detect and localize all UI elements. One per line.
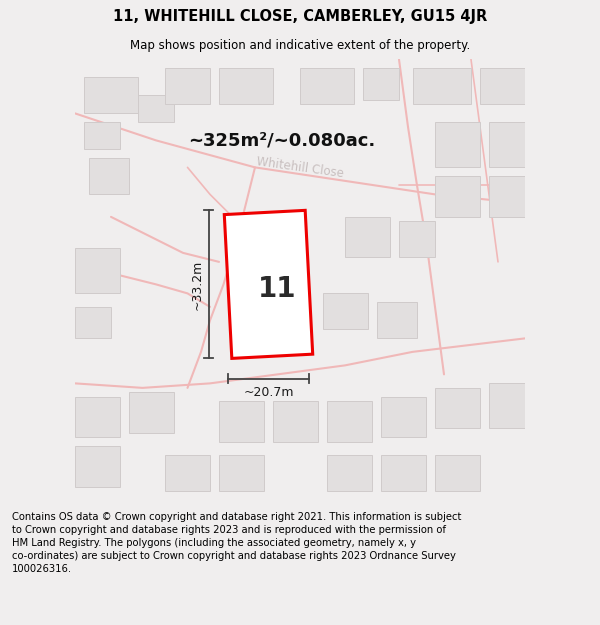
Polygon shape	[219, 68, 273, 104]
Text: ~20.7m: ~20.7m	[243, 386, 294, 399]
Text: 11, WHITEHILL CLOSE, CAMBERLEY, GU15 4JR: 11, WHITEHILL CLOSE, CAMBERLEY, GU15 4JR	[113, 9, 487, 24]
Polygon shape	[327, 401, 372, 442]
Polygon shape	[363, 68, 399, 100]
Polygon shape	[219, 401, 264, 442]
Polygon shape	[165, 68, 210, 104]
Polygon shape	[489, 383, 525, 428]
Polygon shape	[489, 176, 525, 217]
Polygon shape	[75, 307, 111, 338]
Polygon shape	[84, 122, 120, 149]
Polygon shape	[89, 158, 129, 194]
Polygon shape	[480, 68, 525, 104]
Polygon shape	[219, 456, 264, 491]
Polygon shape	[377, 302, 417, 338]
Polygon shape	[84, 78, 138, 113]
Polygon shape	[129, 392, 174, 433]
Polygon shape	[435, 388, 480, 428]
Text: Contains OS data © Crown copyright and database right 2021. This information is : Contains OS data © Crown copyright and d…	[12, 512, 461, 574]
Polygon shape	[435, 122, 480, 168]
Polygon shape	[75, 397, 120, 437]
Polygon shape	[345, 217, 390, 258]
Text: Whitehill Close: Whitehill Close	[256, 155, 344, 180]
Polygon shape	[327, 456, 372, 491]
Polygon shape	[75, 248, 120, 293]
Polygon shape	[75, 446, 120, 487]
Polygon shape	[273, 401, 318, 442]
Polygon shape	[224, 211, 313, 358]
Polygon shape	[138, 96, 174, 122]
Polygon shape	[323, 293, 367, 329]
Polygon shape	[165, 456, 210, 491]
Text: Map shows position and indicative extent of the property.: Map shows position and indicative extent…	[130, 39, 470, 52]
Polygon shape	[435, 456, 480, 491]
Text: ~325m²/~0.080ac.: ~325m²/~0.080ac.	[188, 131, 376, 149]
Polygon shape	[435, 176, 480, 217]
Text: 11: 11	[258, 275, 297, 303]
Polygon shape	[413, 68, 471, 104]
Polygon shape	[381, 456, 426, 491]
Polygon shape	[399, 221, 435, 258]
Polygon shape	[489, 122, 525, 168]
Polygon shape	[381, 397, 426, 437]
Polygon shape	[300, 68, 354, 104]
Text: ~33.2m: ~33.2m	[191, 259, 204, 309]
